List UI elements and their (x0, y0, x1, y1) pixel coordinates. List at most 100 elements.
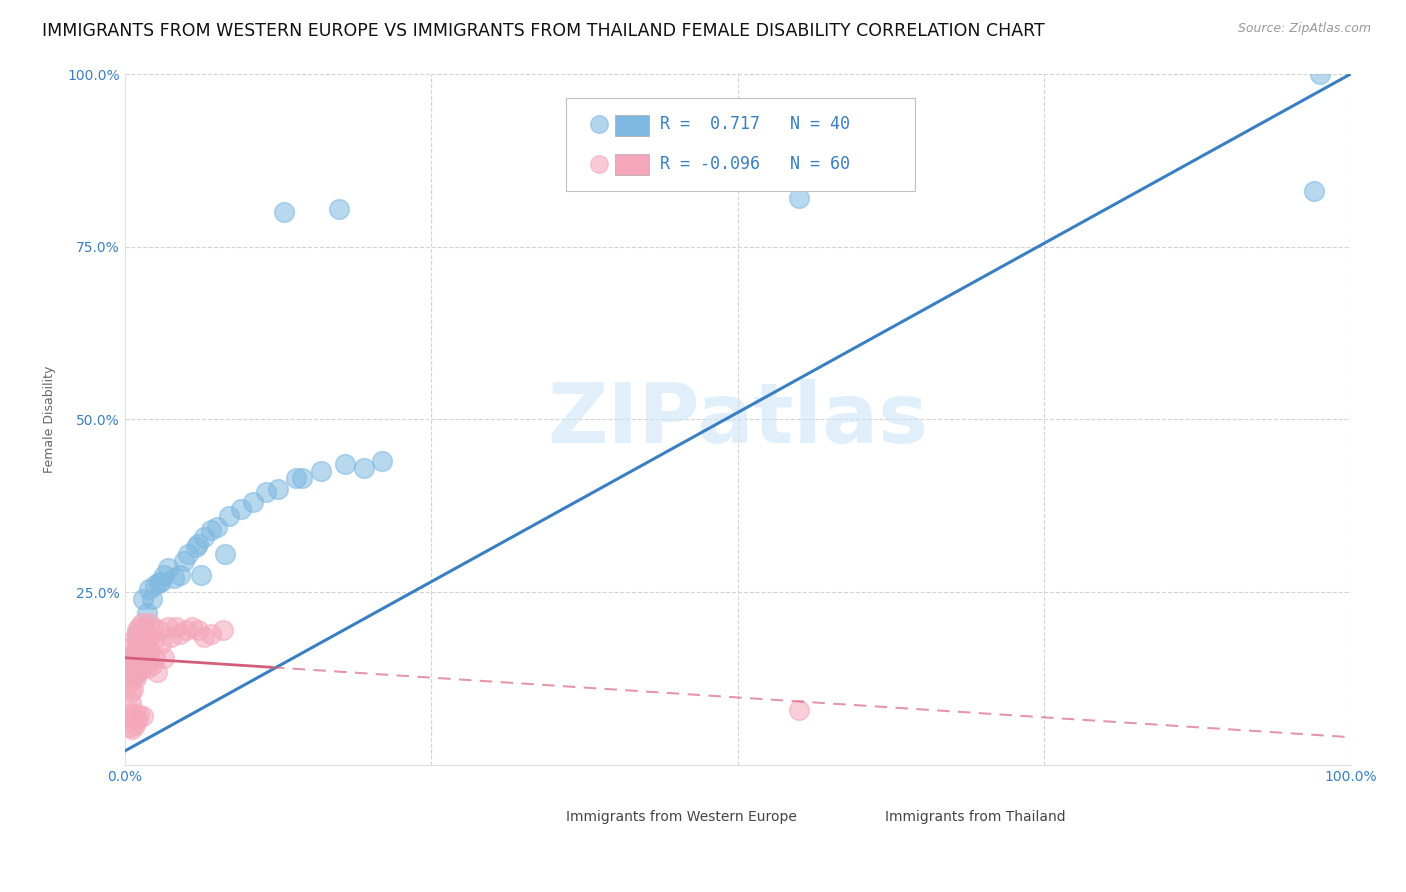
Point (150, 574, 173, 589)
Point (153, 567, 176, 582)
Point (125, 657, 148, 672)
Point (187, 623, 209, 637)
Point (118, 720, 141, 734)
Point (285, 471, 308, 485)
Point (190, 567, 212, 582)
Point (169, 626, 191, 640)
Bar (614, 115, 650, 136)
Point (588, 118, 610, 132)
Point (125, 672, 148, 686)
FancyBboxPatch shape (567, 98, 915, 192)
Point (173, 554, 195, 568)
Point (132, 644, 155, 658)
Point (121, 654, 143, 668)
Text: R = -0.096   N = 60: R = -0.096 N = 60 (661, 155, 851, 173)
Point (118, 675, 141, 690)
Point (267, 482, 290, 496)
Point (156, 620, 179, 634)
Point (124, 718, 146, 732)
Point (205, 519, 228, 533)
Point (200, 523, 222, 537)
Point (148, 574, 170, 589)
Point (132, 630, 155, 644)
Point (193, 530, 215, 544)
Point (124, 630, 146, 644)
Point (145, 665, 167, 679)
Point (150, 637, 173, 651)
Text: Immigrants from Thailand: Immigrants from Thailand (884, 810, 1066, 823)
Point (122, 681, 145, 696)
Point (273, 205, 295, 219)
Point (211, 623, 233, 637)
Point (148, 623, 170, 637)
Point (291, 471, 314, 485)
Point (128, 620, 150, 634)
Point (193, 630, 215, 644)
Point (187, 537, 209, 551)
Point (177, 547, 200, 561)
Point (120, 696, 142, 710)
Text: R =  0.717   N = 40: R = 0.717 N = 40 (661, 115, 851, 134)
Point (242, 495, 264, 509)
Point (160, 630, 183, 644)
Point (588, 157, 610, 171)
Point (1302, 185, 1324, 199)
Point (128, 637, 150, 651)
Point (145, 650, 167, 665)
Point (131, 616, 153, 631)
Point (125, 623, 148, 637)
Point (156, 561, 179, 575)
Point (309, 464, 332, 478)
Point (121, 640, 143, 655)
Point (139, 644, 162, 658)
Point (138, 616, 160, 631)
Point (135, 633, 157, 648)
Point (214, 547, 236, 561)
Point (254, 485, 277, 500)
Bar (834, 791, 870, 806)
Point (132, 709, 155, 723)
Text: ZIPatlas: ZIPatlas (547, 379, 928, 460)
Point (124, 706, 146, 720)
Point (120, 650, 142, 665)
Point (181, 620, 204, 634)
Point (135, 648, 157, 662)
Point (371, 454, 394, 468)
Point (128, 708, 150, 723)
Point (129, 661, 152, 675)
Point (134, 620, 156, 634)
Text: Source: ZipAtlas.com: Source: ZipAtlas.com (1237, 22, 1371, 36)
Point (125, 713, 148, 727)
Point (787, 702, 810, 716)
Point (118, 706, 141, 720)
Point (145, 578, 167, 592)
Point (138, 630, 160, 644)
Text: IMMIGRANTS FROM WESTERN EUROPE VS IMMIGRANTS FROM THAILAND FEMALE DISABILITY COR: IMMIGRANTS FROM WESTERN EUROPE VS IMMIGR… (42, 22, 1045, 40)
Point (143, 633, 166, 648)
Point (174, 623, 197, 637)
Point (127, 650, 149, 665)
Point (120, 685, 142, 699)
Point (353, 460, 375, 475)
Point (125, 637, 148, 651)
Point (124, 668, 146, 682)
Point (125, 626, 148, 640)
Point (128, 633, 150, 648)
Point (1309, 67, 1331, 81)
Point (787, 191, 810, 205)
Point (184, 540, 207, 554)
Point (141, 657, 163, 672)
Point (165, 620, 187, 634)
Point (218, 509, 240, 524)
Y-axis label: Female Disability: Female Disability (44, 366, 56, 473)
Point (328, 202, 350, 216)
Point (118, 661, 141, 675)
Point (129, 648, 152, 662)
Point (121, 709, 143, 723)
Bar (614, 154, 650, 175)
Point (142, 620, 165, 634)
Point (163, 571, 186, 585)
Point (169, 567, 191, 582)
Point (153, 650, 176, 665)
Point (335, 458, 357, 472)
